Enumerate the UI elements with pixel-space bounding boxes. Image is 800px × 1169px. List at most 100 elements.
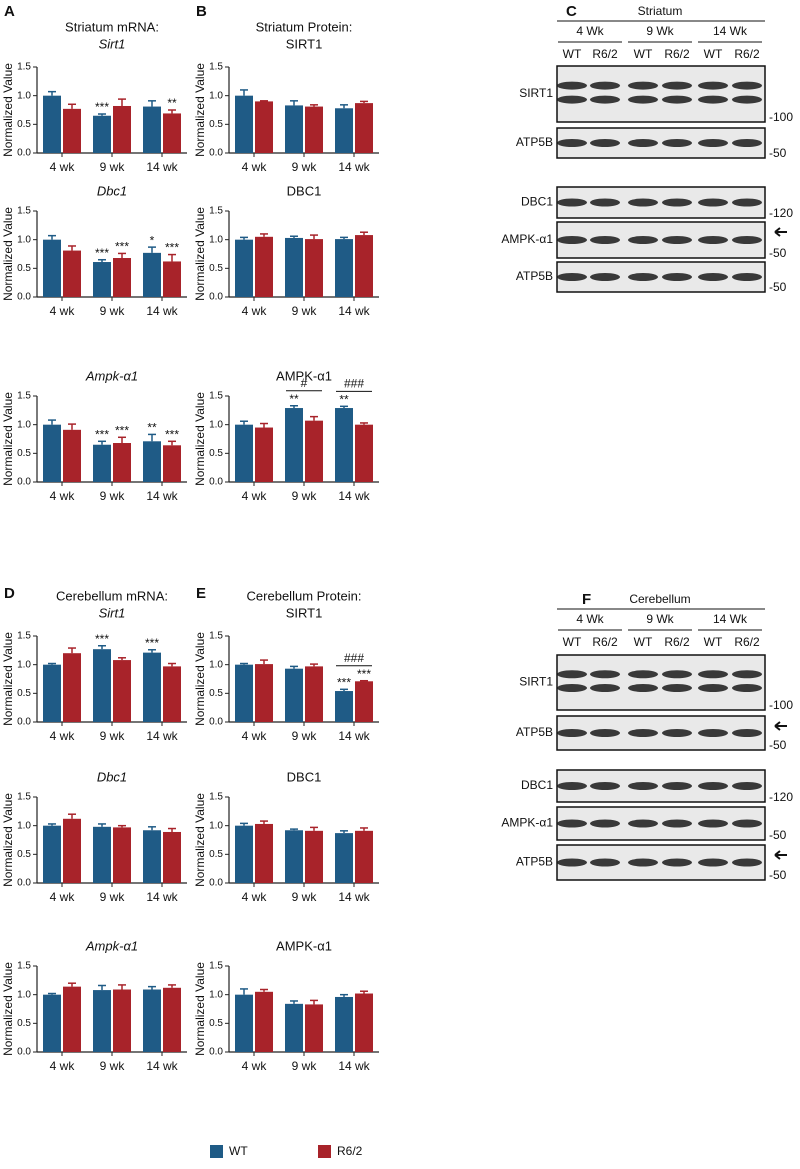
bar: [335, 108, 353, 153]
bar: [113, 660, 131, 722]
y-tick-label: 0.0: [209, 1047, 223, 1058]
y-tick-label: 1.0: [209, 90, 223, 101]
blot-band: [557, 81, 587, 90]
lane-label: R6/2: [592, 635, 618, 649]
bar: [43, 424, 61, 482]
x-tick-label: 14 wk: [338, 729, 370, 743]
x-tick-label: 14 wk: [338, 1059, 370, 1073]
legend-swatch: [318, 1145, 331, 1158]
blot-band: [557, 858, 587, 867]
bar: [163, 987, 181, 1052]
y-tick-label: 0.0: [17, 717, 31, 728]
blot-band: [732, 819, 762, 828]
blot-band: [662, 139, 692, 147]
y-axis-label: Normalized Value: [193, 207, 207, 301]
bar: [235, 424, 253, 482]
x-tick-label: 4 wk: [50, 160, 76, 174]
y-tick-label: 0.5: [17, 1018, 31, 1029]
bar: [113, 258, 131, 297]
y-tick-label: 0.0: [209, 292, 223, 303]
bar: [305, 666, 323, 722]
blot-band: [628, 729, 658, 737]
lane-label: WT: [704, 47, 723, 61]
blot-box: [556, 654, 766, 711]
x-tick-label: 9 wk: [292, 729, 318, 743]
blot-band: [628, 81, 658, 90]
bar: [285, 668, 303, 722]
mw-marker: -100: [769, 110, 793, 124]
y-tick-label: 0.5: [209, 448, 223, 459]
bar: [235, 664, 253, 722]
blot-band: [698, 95, 728, 104]
x-tick-label: 14 wk: [338, 304, 370, 318]
bar: [255, 236, 273, 297]
bar: [355, 993, 373, 1052]
y-tick-label: 1.0: [209, 820, 223, 831]
bar: [355, 235, 373, 297]
blot-band: [662, 858, 692, 867]
blot-row-label: DBC1: [521, 778, 553, 792]
blot-band: [628, 139, 658, 147]
y-axis-label: Normalized Value: [1, 793, 15, 887]
bar: [113, 443, 131, 482]
blot-band: [590, 858, 620, 867]
blot-band: [590, 819, 620, 828]
bar: [305, 239, 323, 297]
chart-subtitle: Sirt1: [99, 36, 126, 51]
x-tick-label: 9 wk: [100, 1059, 126, 1073]
x-tick-label: 9 wk: [292, 890, 318, 904]
bar: [255, 101, 273, 153]
x-tick-label: 4 wk: [50, 729, 76, 743]
panel-label: F: [582, 591, 591, 608]
bar: [63, 429, 81, 482]
mw-marker: -50: [769, 828, 787, 842]
chart-title: DBC1: [287, 769, 322, 784]
blot-band: [628, 95, 658, 104]
y-axis-label: Normalized Value: [193, 632, 207, 726]
blot-band: [557, 670, 587, 679]
x-tick-label: 14 wk: [338, 160, 370, 174]
x-tick-label: 4 wk: [242, 489, 268, 503]
significance-label: **: [289, 392, 299, 406]
blot-band: [662, 782, 692, 790]
y-tick-label: 0.0: [17, 148, 31, 159]
lane-label: WT: [563, 635, 582, 649]
x-tick-label: 9 wk: [100, 304, 126, 318]
blot-band: [698, 139, 728, 147]
bar: [335, 996, 353, 1052]
group-label: 14 Wk: [713, 612, 748, 626]
blot-band: [732, 95, 762, 104]
blot-band: [628, 273, 658, 281]
chart-title: AMPK-α1: [276, 938, 332, 953]
mw-marker: -50: [769, 738, 787, 752]
y-tick-label: 0.0: [209, 477, 223, 488]
y-tick-label: 0.0: [17, 477, 31, 488]
x-tick-label: 9 wk: [292, 160, 318, 174]
y-axis-label: Normalized Value: [1, 632, 15, 726]
bar: [143, 830, 161, 883]
bar: [235, 239, 253, 297]
blot-band: [628, 782, 658, 790]
bar: [305, 420, 323, 482]
y-tick-label: 1.0: [17, 234, 31, 245]
bar: [163, 445, 181, 482]
blot-band: [698, 670, 728, 679]
chart-title: Dbc1: [97, 183, 127, 198]
x-tick-label: 14 wk: [146, 489, 178, 503]
bar: [355, 681, 373, 722]
blot-box: [556, 65, 766, 123]
y-tick-label: 1.0: [17, 820, 31, 831]
x-tick-label: 4 wk: [50, 304, 76, 318]
lane-label: WT: [634, 47, 653, 61]
blot-band: [662, 273, 692, 281]
blot-band: [662, 684, 692, 692]
mw-marker: -120: [769, 790, 793, 804]
bar: [305, 106, 323, 153]
x-tick-label: 4 wk: [242, 160, 268, 174]
lane-label: R6/2: [734, 635, 760, 649]
blot-band: [698, 273, 728, 281]
y-axis-label: Normalized Value: [193, 793, 207, 887]
blot-band: [732, 782, 762, 790]
x-tick-label: 14 wk: [146, 1059, 178, 1073]
panel-label: B: [196, 3, 207, 20]
